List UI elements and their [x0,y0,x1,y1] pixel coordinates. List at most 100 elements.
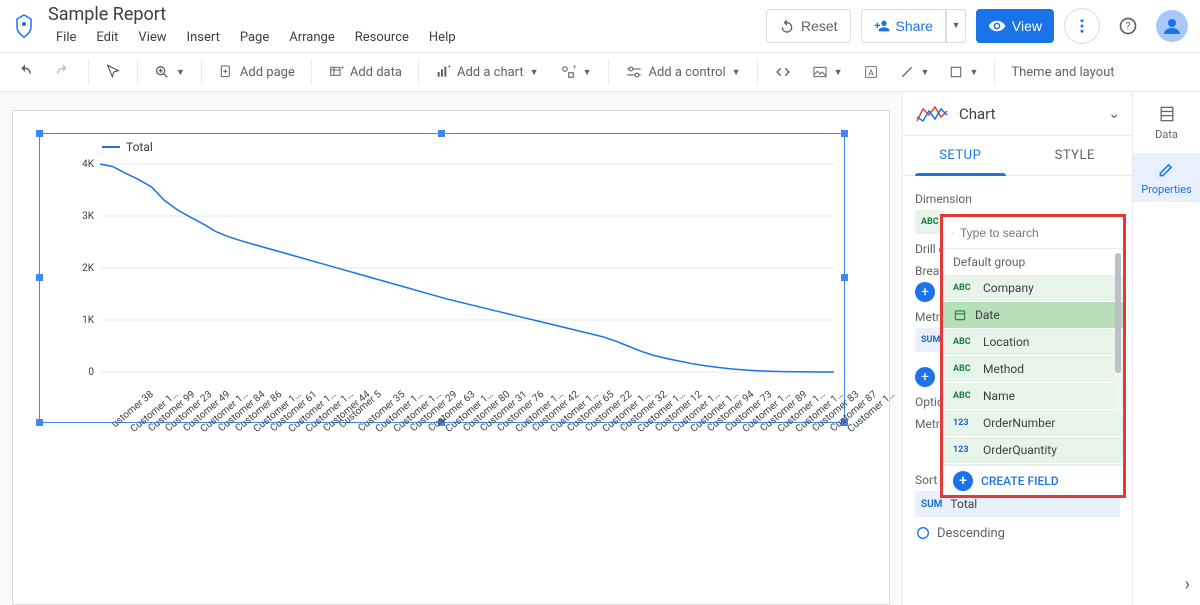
resize-handle[interactable] [36,130,43,137]
svg-text:+: + [572,63,576,71]
image-tool[interactable]: ▼ [804,56,851,88]
svg-text:+: + [341,64,344,71]
menu-view[interactable]: View [130,28,174,47]
field-item-company[interactable]: ABCCompany [943,275,1123,302]
field-item-ordernumber[interactable]: 123OrderNumber [943,410,1123,437]
community-viz-tool[interactable]: +▼ [551,56,600,88]
add-data-tool[interactable]: +Add data [320,56,410,88]
data-icon [1157,104,1177,124]
section-dimension: Dimension [915,192,1120,206]
person-add-icon [874,18,890,34]
field-item-method[interactable]: ABCMethod [943,356,1123,383]
undo-tool[interactable] [8,56,42,88]
line-icon [899,64,915,80]
panel-title: Chart [959,105,996,123]
field-picker-popup: Default group ABCCompanyDateABCLocationA… [940,214,1126,498]
shapes-icon: + [559,63,577,81]
svg-text:A: A [868,68,874,78]
theme-layout-tool[interactable]: Theme and layout [1003,56,1122,88]
share-button[interactable]: Share [861,9,946,43]
menu-insert[interactable]: Insert [179,28,228,47]
shape-tool[interactable]: ▼ [941,56,986,88]
redo-icon [54,63,72,81]
undo-icon [16,63,34,81]
chevron-down-icon[interactable]: ⌄ [1108,106,1120,122]
text-icon: A [863,64,879,80]
chart-plot: 0 1K 2K 3K 4K [76,158,838,388]
account-avatar[interactable] [1156,10,1188,42]
svg-text:0: 0 [88,367,94,378]
search-icon [951,226,954,240]
menu-page[interactable]: Page [232,28,277,47]
sort-descending-label: Descending [937,526,1005,541]
canvas-area[interactable]: Total 01K2K3K4K ustomer 38Customer 1…Cus… [0,92,902,605]
zoom-tool[interactable]: ▼ [146,56,193,88]
chart-icon: + [435,64,451,80]
help-icon: ? [1118,16,1138,36]
menu-arrange[interactable]: Arrange [281,28,342,47]
add-icon: + [953,471,973,491]
cursor-icon [105,64,121,80]
view-button[interactable]: View [976,9,1054,43]
app-logo [12,14,36,38]
resize-handle[interactable] [36,274,43,281]
eye-icon [988,17,1006,35]
add-metric-button[interactable]: + [915,367,935,387]
menu-file[interactable]: File [48,28,84,47]
resize-handle[interactable] [841,274,848,281]
share-dropdown[interactable]: ▼ [946,9,966,43]
rail-properties[interactable]: Properties [1133,153,1200,202]
add-data-icon: + [328,64,344,80]
line-tool[interactable]: ▼ [891,56,938,88]
menu-edit[interactable]: Edit [88,28,126,47]
more-vert-icon [1073,17,1091,35]
field-group-label: Default group [943,249,1123,275]
select-tool[interactable] [97,56,129,88]
redo-tool[interactable] [46,56,80,88]
radio-icon[interactable] [915,525,931,541]
resize-handle[interactable] [36,419,43,426]
code-icon [774,65,792,79]
text-tool[interactable]: A [855,56,887,88]
add-breakdown-button[interactable]: + [915,282,935,302]
tab-style[interactable]: STYLE [1018,136,1133,175]
doc-title[interactable]: Sample Report [48,4,464,26]
field-search-input[interactable] [960,226,1115,240]
field-item-name[interactable]: ABCName [943,383,1123,410]
add-control-tool[interactable]: Add a control▼ [617,56,749,88]
svg-text:4K: 4K [82,159,95,170]
expand-panel-button[interactable]: › [1185,574,1190,595]
add-page-icon [218,64,234,80]
avatar-icon [1160,14,1184,38]
svg-text:+: + [448,64,451,71]
embed-tool[interactable] [766,56,800,88]
reset-button[interactable]: Reset [766,9,851,43]
help-button[interactable]: ? [1110,8,1146,44]
more-menu-button[interactable] [1064,8,1100,44]
field-item-orderquantity[interactable]: 123OrderQuantity [943,437,1123,464]
create-field-button[interactable]: + CREATE FIELD [943,465,1123,495]
slider-icon [625,65,643,79]
selected-chart[interactable]: Total 01K2K3K4K ustomer 38Customer 1…Cus… [39,133,845,423]
resize-handle[interactable] [841,130,848,137]
add-chart-tool[interactable]: +Add a chart▼ [427,56,547,88]
menu-help[interactable]: Help [421,28,464,47]
edit-icon [1157,159,1177,179]
field-item-date[interactable]: Date [943,302,1123,329]
add-page-tool[interactable]: Add page [210,56,303,88]
chart-type-icon[interactable] [915,102,949,126]
svg-text:3K: 3K [82,211,95,222]
square-icon [949,65,963,79]
svg-text:1K: 1K [82,315,95,326]
undo-icon [779,18,795,34]
field-item-location[interactable]: ABCLocation [943,329,1123,356]
report-page[interactable]: Total 01K2K3K4K ustomer 38Customer 1…Cus… [12,110,890,605]
chart-legend: Total [102,140,153,154]
svg-text:2K: 2K [82,263,95,274]
image-icon [812,65,828,79]
menu-resource[interactable]: Resource [347,28,417,47]
tab-setup[interactable]: SETUP [903,136,1018,175]
resize-handle[interactable] [438,130,445,137]
rail-data[interactable]: Data [1133,98,1200,147]
scrollbar[interactable] [1115,253,1121,413]
